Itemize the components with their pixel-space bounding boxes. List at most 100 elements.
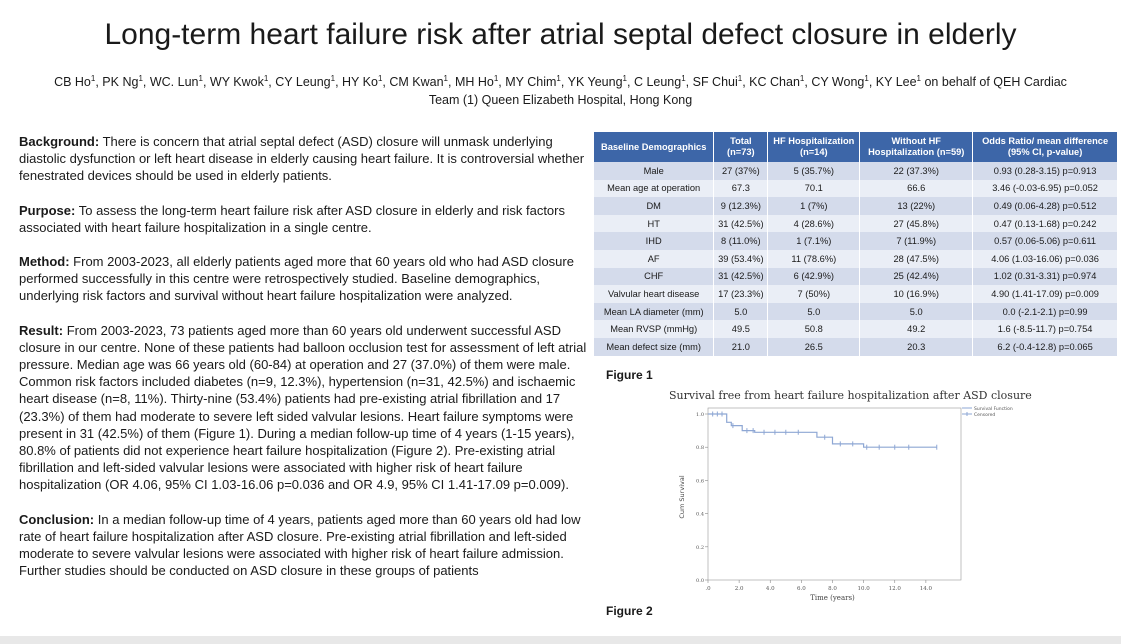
table-cell: 28 (47.5%) xyxy=(859,249,974,268)
table-row: Mean defect size (mm) 21.0 26.5 20.3 6.2 (-0… xyxy=(594,337,1118,356)
table-cell: 3.46 (-0.03-6.95) p=0.052 xyxy=(972,179,1118,198)
y-tick-label: 0.8 xyxy=(696,445,704,451)
author-name: SF Chui xyxy=(692,75,738,90)
table-row: Mean RVSP (mmHg) 49.5 50.8 49.2 1.6 (-8.5-11… xyxy=(594,320,1118,338)
table-cell: 5.0 xyxy=(767,302,861,321)
result-text: From 2003-2023, 73 patients aged more th… xyxy=(19,322,587,493)
table-row: HT 31 (42.5%) 4 (28.6%) 27 (45.8%) 0.47 (0.1… xyxy=(594,214,1118,233)
author-name: KC Chan xyxy=(749,75,800,90)
table-header-row: Baseline Demographics Total (n=73) HF Ho… xyxy=(594,132,1118,162)
table-row: DM 9 (12.3%) 1 (7%) 13 (22%) 0.49 (0.06-4.28… xyxy=(594,197,1118,215)
author-affiliation-mark: 1 xyxy=(138,74,143,83)
author-affiliation-mark: 1 xyxy=(556,74,561,83)
table-cell: Mean age at operation xyxy=(594,179,715,198)
table-cell: IHD xyxy=(594,232,715,250)
y-tick-label: 0.6 xyxy=(696,478,704,484)
background-section: Background: There is concern that atrial… xyxy=(19,133,591,185)
table-cell: 0.0 (-2.1-2.1) p=0.99 xyxy=(972,302,1118,321)
author-affiliation-mark: 1 xyxy=(443,74,448,83)
author-name: C Leung xyxy=(633,75,682,90)
y-axis-label: Cum Survival xyxy=(678,475,686,518)
legend-label-survival: Survival Function xyxy=(974,406,1013,412)
author-name: HY Ko xyxy=(342,75,378,90)
table-cell: 4.06 (1.03-16.06) p=0.036 xyxy=(972,249,1118,268)
table-row: Valvular heart disease 17 (23.3%) 7 (50%) 1… xyxy=(594,285,1118,303)
table-cell: 0.49 (0.06-4.28) p=0.512 xyxy=(972,197,1118,215)
y-tick-label: 0.4 xyxy=(696,512,704,518)
table-cell: 5 (35.7%) xyxy=(767,162,861,180)
table-cell: 4.90 (1.41-17.09) p=0.009 xyxy=(972,285,1118,303)
background-text: There is concern that atrial septal defe… xyxy=(19,134,585,184)
x-axis-label: Time (years) xyxy=(810,594,855,602)
survival-chart: 0.0 0.2 0.4 0.6 0.8 1.0 .0 2.0 4.0 6.0 8.0 10.0 12.0… xyxy=(678,406,1013,602)
table-body: Male 27 (37%) 5 (35.7%) 22 (37.3%) 0.93 (0.2… xyxy=(594,162,1118,356)
table-cell: 31 (42.5%) xyxy=(713,267,769,286)
author-name: CY Leung xyxy=(275,75,331,90)
chart-title: Survival free from heart failure hospita… xyxy=(669,389,1032,402)
table-cell: AF xyxy=(594,249,715,268)
table-cell: HT xyxy=(594,214,715,233)
purpose-text: To assess the long-term heart failure ri… xyxy=(19,202,565,235)
table-cell: 20.3 xyxy=(859,337,974,356)
table-cell: 13 (22%) xyxy=(859,197,974,215)
author-affiliation-mark: 1 xyxy=(263,74,269,83)
table-header-cell: Baseline Demographics xyxy=(594,132,715,162)
y-tick-label: 0.2 xyxy=(696,545,704,551)
author-name: CB Ho xyxy=(54,75,91,90)
table-cell: 27 (45.8%) xyxy=(859,214,974,233)
table-cell: 1 (7%) xyxy=(767,197,861,215)
table-cell: 9 (12.3%) xyxy=(713,197,769,215)
table-cell: 8 (11.0%) xyxy=(713,232,769,250)
table-header-cell: Odds Ratio/ mean difference (95% CI, p-v… xyxy=(972,132,1118,162)
table-cell: 39 (53.4%) xyxy=(713,249,769,268)
figure1-label: Figure 1 xyxy=(606,368,653,382)
table-cell: 5.0 xyxy=(859,302,974,321)
method-section: Method: From 2003-2023, all elderly pati… xyxy=(19,253,591,305)
table-cell: 6.2 (-0.4-12.8) p=0.065 xyxy=(972,337,1118,356)
conclusion-text: In a median follow-up time of 4 years, p… xyxy=(19,511,581,579)
table-cell: 0.57 (0.06-5.06) p=0.611 xyxy=(972,232,1118,250)
table-row: Mean age at operation 67.3 70.1 66.6 3.46 (-… xyxy=(594,179,1118,198)
table-cell: Mean defect size (mm) xyxy=(594,337,715,356)
table-cell: 25 (42.4%) xyxy=(859,267,974,286)
table-cell: DM xyxy=(594,197,715,215)
x-tick-label: 2.0 xyxy=(735,586,744,592)
poster-title: Long-term heart failure risk after atria… xyxy=(104,18,1017,51)
table-cell: 67.3 xyxy=(713,179,769,198)
author-affiliation-mark: 1 xyxy=(916,74,921,83)
author-list: CB Ho1, PK Ng1, WC. Lun1, WY Kwok1, CY L… xyxy=(54,74,921,90)
x-tick-label: 6.0 xyxy=(797,586,806,592)
x-tick-label: 12.0 xyxy=(889,586,902,592)
baseline-demographics-table: Baseline Demographics Total (n=73) HF Ho… xyxy=(594,132,1118,356)
table-cell: 31 (42.5%) xyxy=(713,214,769,233)
table-cell: 7 (11.9%) xyxy=(859,232,974,250)
table-cell: 22 (37.3%) xyxy=(859,162,974,180)
conclusion-section: Conclusion: In a median follow-up time o… xyxy=(19,511,591,580)
table-cell: Male xyxy=(594,162,715,180)
authors-suffix: on behalf of QEH Cardiac xyxy=(924,75,1067,90)
table-cell: 66.6 xyxy=(859,179,974,198)
table-cell: 70.1 xyxy=(767,179,861,198)
legend-label-censored: Censored xyxy=(974,412,995,418)
background-heading: Background: xyxy=(19,134,100,149)
y-tick-label: 0.0 xyxy=(696,578,704,584)
author-affiliation-mark: 1 xyxy=(330,74,336,83)
table-cell: 1.02 (0.31-3.31) p=0.974 xyxy=(972,267,1118,286)
table-header-cell: Without HF Hospitalization (n=59) xyxy=(859,132,974,162)
purpose-heading: Purpose: xyxy=(19,202,76,218)
table-cell: 17 (23.3%) xyxy=(713,285,769,303)
table-cell: 10 (16.9%) xyxy=(859,285,974,303)
author-name: YK Yeung xyxy=(567,75,623,90)
table-cell: 21.0 xyxy=(713,337,769,356)
table-cell: 49.2 xyxy=(859,320,974,338)
table-cell: Valvular heart disease xyxy=(594,285,715,303)
author-name: MY Chim xyxy=(505,75,557,90)
plot-frame xyxy=(707,407,962,581)
author-name: PK Ng xyxy=(102,75,139,90)
table-cell: 5.0 xyxy=(713,302,769,321)
table-row: AF 39 (53.4%) 11 (78.6%) 28 (47.5%) 4.06 (1.… xyxy=(594,249,1118,268)
table-cell: 4 (28.6%) xyxy=(767,214,861,233)
table-header-cell: HF Hospitalization (n=14) xyxy=(767,132,861,162)
conclusion-heading: Conclusion: xyxy=(19,511,95,527)
table-cell: 27 (37%) xyxy=(713,162,769,180)
